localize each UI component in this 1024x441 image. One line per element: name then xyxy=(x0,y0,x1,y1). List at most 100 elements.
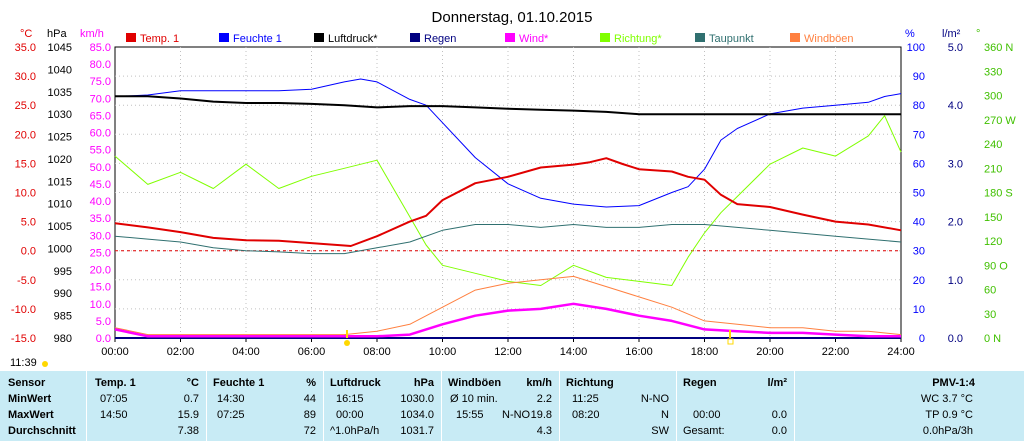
kmh-tick-label: 80.0 xyxy=(90,59,111,71)
series-line-temp-1 xyxy=(114,157,902,247)
pct-tick-label: 80 xyxy=(913,100,925,112)
hpa-tick-label: 1035 xyxy=(48,87,72,99)
pct-tick-label: 50 xyxy=(913,188,925,200)
legend-swatch xyxy=(410,33,420,42)
temp-unit: °C xyxy=(186,377,199,389)
windboeen-max-direction: N-NO xyxy=(502,409,531,421)
windboeen-max-time: 15:55 xyxy=(456,409,484,421)
regen-max-value: 0.0 xyxy=(771,409,787,421)
hpa-tick-label: 1005 xyxy=(48,221,72,233)
x-tick-label: 06:00 xyxy=(298,346,326,358)
regen-total-value: 0.0 xyxy=(771,425,787,437)
legend: Temp. 1 Feuchte 1 Luftdruck* Regen Wind* Rich… xyxy=(126,33,854,45)
x-tick-label: 20:00 xyxy=(756,346,784,358)
legend-swatch xyxy=(314,33,324,42)
hpa-tick-label: 1040 xyxy=(48,64,72,76)
legend-label: Feuchte 1 xyxy=(233,33,282,45)
richtung-min-time: 11:25 xyxy=(572,393,599,405)
luftdruck-max-value: 1034.0 xyxy=(400,409,434,421)
kmh-tick-label: 15.0 xyxy=(90,282,111,294)
dir-unit-label: ° xyxy=(976,28,980,40)
axes: °C hPa km/h% l/m² ° 35.0 30.0 25.0 20.0 15.0 10.0 5… xyxy=(11,28,1016,358)
regen-unit: l/m² xyxy=(767,377,787,389)
hpa-tick-label: 985 xyxy=(54,311,72,323)
pct-tick-label: 100 xyxy=(907,42,925,54)
sunrise-marker xyxy=(344,340,350,346)
temp-tick-label: 10.0 xyxy=(15,188,36,200)
series-line-taupunkt xyxy=(114,224,902,255)
pct-tick-label: 20 xyxy=(913,275,925,287)
kmh-tick-label: 35.0 xyxy=(90,213,111,225)
richtung-max-value: N xyxy=(661,409,669,421)
weather-chart: Donnerstag, 01.10.2015 °C hPa km/h% l/m² ° 35… xyxy=(11,9,1016,367)
kmh-tick-label: 25.0 xyxy=(90,247,111,259)
min-label: MinWert xyxy=(8,393,52,405)
x-tick-label: 02:00 xyxy=(167,346,195,358)
x-tick-label: 08:00 xyxy=(363,346,391,358)
sunset-marker xyxy=(727,338,734,345)
kmh-tick-label: 10.0 xyxy=(90,299,111,311)
temp-tick-label: -15.0 xyxy=(11,333,36,345)
windboeen-unit: km/h xyxy=(526,377,552,389)
richtung-avg-value: SW xyxy=(651,425,669,437)
kmh-tick-label: 40.0 xyxy=(90,196,111,208)
luftdruck-trend: ^1.0hPa/h xyxy=(330,425,380,437)
richtung-min-value: N-NO xyxy=(640,393,669,405)
regen-header: Regen xyxy=(683,377,717,389)
pct-tick-label: 30 xyxy=(913,246,925,258)
pct-tick-label: 10 xyxy=(913,304,925,316)
kmh-tick-label: 70.0 xyxy=(90,93,111,105)
dir-tick-label: 60 xyxy=(984,285,996,297)
windboeen-header: Windböen xyxy=(448,377,502,389)
kmh-tick-label: 45.0 xyxy=(90,179,111,191)
pct-tick-label: 70 xyxy=(913,129,925,141)
dir-tick-label: 300 xyxy=(984,91,1002,103)
max-label: MaxWert xyxy=(8,409,54,421)
kmh-tick-label: 60.0 xyxy=(90,128,111,140)
temp-tick-label: 25.0 xyxy=(15,100,36,112)
kmh-tick-label: 30.0 xyxy=(90,230,111,242)
legend-swatch xyxy=(505,33,515,42)
dir-tick-label: 330 xyxy=(984,66,1002,78)
kmh-tick-label: 20.0 xyxy=(90,265,111,277)
stats-col-richtung: Richtung 11:25 N-NO 08:20 N SW xyxy=(559,371,677,441)
legend-label: Windböen xyxy=(804,33,854,45)
temp-max-time: 14:50 xyxy=(100,409,128,421)
legend-label: Regen xyxy=(424,33,456,45)
dir-tick-label: 180 S xyxy=(984,188,1013,200)
avg-label: Durchschnitt xyxy=(8,425,76,437)
temp-tick-label: 15.0 xyxy=(15,158,36,170)
x-tick-label: 04:00 xyxy=(232,346,260,358)
rain-tick-label: 3.0 xyxy=(948,158,963,170)
pct-tick-label: 90 xyxy=(913,71,925,83)
stats-col-windboeen: Windböen km/h Ø 10 min. 2.2 15:55 N-NO 19.8 … xyxy=(441,371,560,441)
hpa-unit-label: hPa xyxy=(47,28,67,40)
rain-tick-label: 1.0 xyxy=(948,275,963,287)
pmv-pressure-trend: 0.0hPa/3h xyxy=(922,425,973,437)
kmh-tick-label: 50.0 xyxy=(90,162,111,174)
kmh-tick-label: 85.0 xyxy=(90,42,111,54)
series-line-luftdruck xyxy=(115,95,901,116)
x-tick-label: 14:00 xyxy=(560,346,588,358)
stats-col-sensor: Sensor MinWert MaxWert Durchschnitt xyxy=(0,371,86,441)
feuchte-avg-value: 72 xyxy=(303,425,316,437)
temp-tick-label: 35.0 xyxy=(15,42,36,54)
hpa-tick-label: 1020 xyxy=(48,154,72,166)
temp-min-time: 07:05 xyxy=(100,393,128,405)
x-tick-label: 00:00 xyxy=(101,346,129,358)
last-update-time: 11:39 xyxy=(10,357,37,369)
feuchte-unit: % xyxy=(306,377,316,389)
luftdruck-min-value: 1030.0 xyxy=(400,393,434,405)
feuchte-min-value: 44 xyxy=(303,393,316,405)
hpa-tick-label: 990 xyxy=(54,288,72,300)
dir-tick-label: 360 N xyxy=(984,42,1013,54)
x-tick-label: 16:00 xyxy=(625,346,653,358)
temp-min-value: 0.7 xyxy=(183,393,199,405)
feuchte-header: Feuchte 1 xyxy=(213,377,265,389)
dir-tick-label: 240 xyxy=(984,139,1002,151)
kmh-tick-label: 55.0 xyxy=(90,145,111,157)
pmv-dewpoint: TP 0.9 °C xyxy=(925,409,973,421)
dir-tick-label: 150 xyxy=(984,212,1002,224)
kmh-tick-label: 65.0 xyxy=(90,110,111,122)
rain-tick-label: 2.0 xyxy=(948,217,963,229)
